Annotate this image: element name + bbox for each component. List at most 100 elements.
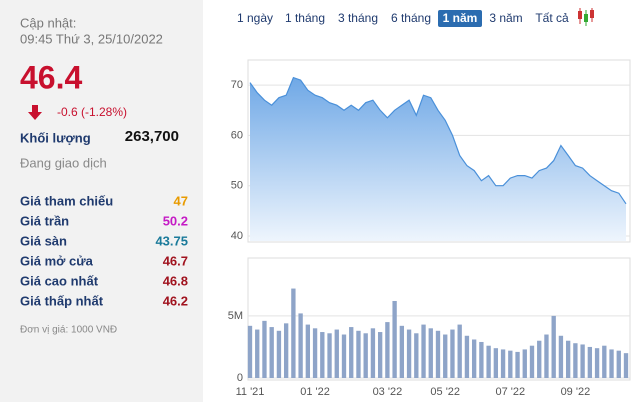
y-tick-label: 50 xyxy=(231,180,243,192)
price-frame xyxy=(247,59,631,243)
volume-bar xyxy=(537,340,542,378)
volume-bar xyxy=(623,353,629,378)
row-value: 43.75 xyxy=(155,233,188,248)
updated-time: 09:45 Thứ 3, 25/10/2022 xyxy=(20,31,163,46)
tab[interactable]: 1 ngày xyxy=(237,11,273,25)
volume-bar xyxy=(486,345,491,378)
down-arrow xyxy=(28,105,42,120)
x-tick-label: 09 '22 xyxy=(561,386,591,398)
unit-note: Đơn vị giá: 1000 VNĐ xyxy=(20,325,117,336)
volume-bar xyxy=(406,329,412,378)
volume-bar xyxy=(399,325,405,378)
y-tick-label: 5M xyxy=(228,310,243,322)
x-tick-label: 01 '22 xyxy=(300,386,330,398)
x-tick-label: 03 '22 xyxy=(373,386,403,398)
volume-bar xyxy=(349,327,354,378)
volume-bar xyxy=(262,320,267,378)
volume-bar xyxy=(529,345,535,378)
volume-bar xyxy=(269,327,274,378)
row-value: 46.2 xyxy=(163,293,188,308)
volume-bar xyxy=(457,324,462,378)
volume-bar xyxy=(580,344,585,378)
volume-bar xyxy=(500,349,506,378)
volume-bar xyxy=(385,322,390,378)
volume-bar xyxy=(283,323,289,378)
volume: 263,700 xyxy=(125,128,179,145)
price-line xyxy=(249,76,627,205)
volume-bar xyxy=(298,313,303,378)
row-label: Giá sàn xyxy=(20,233,67,248)
row-label: Giá thấp nhất xyxy=(20,293,104,308)
volume-bar xyxy=(587,346,593,378)
volume-bar xyxy=(421,324,426,378)
row-value: 46.7 xyxy=(163,253,188,268)
price: 46.4 xyxy=(20,59,82,95)
row-label: Giá cao nhất xyxy=(20,273,99,288)
volume-bar xyxy=(616,350,621,378)
volume-bar xyxy=(414,333,419,378)
volume-bar xyxy=(443,334,448,378)
tab[interactable]: Tất cả xyxy=(535,11,569,25)
tab[interactable]: 1 tháng xyxy=(285,11,325,25)
volume-bar xyxy=(255,329,260,378)
volume-label: Khối lượng xyxy=(20,130,91,145)
row-value: 46.8 xyxy=(163,273,188,288)
volume-bar xyxy=(551,315,556,378)
volume-bar xyxy=(276,330,282,378)
row-label: Giá tham chiếu xyxy=(20,193,113,208)
y-tick-label: 60 xyxy=(231,129,243,141)
volume-bar xyxy=(291,288,296,378)
tab-active-bg xyxy=(438,10,482,27)
volume-bar xyxy=(558,335,564,378)
volume-bar xyxy=(594,348,600,378)
info-panel xyxy=(0,0,203,402)
status: Đang giao dịch xyxy=(20,155,107,170)
x-tick-label: 07 '22 xyxy=(495,386,525,398)
volume-bar xyxy=(464,335,470,378)
volume-bar xyxy=(334,329,339,378)
volume-bar xyxy=(471,339,477,378)
tab[interactable]: 3 năm xyxy=(489,11,522,25)
volume-bar xyxy=(602,345,607,378)
volume-bar xyxy=(392,300,397,378)
x-tick-label: 11 '21 xyxy=(236,386,265,398)
row-label: Giá mở cửa xyxy=(20,253,94,268)
volume-bar xyxy=(363,333,368,378)
volume-bar xyxy=(493,348,499,378)
candle-icon xyxy=(578,8,594,26)
y-tick-label: 0 xyxy=(237,372,243,384)
row-value: 50.2 xyxy=(163,213,188,228)
volume-bar xyxy=(341,334,347,378)
volume-bar xyxy=(522,349,527,378)
x-tick-label: 05 '22 xyxy=(430,386,460,398)
y-tick-label: 70 xyxy=(231,79,243,91)
y-tick-label: 40 xyxy=(231,230,243,242)
volume-bar xyxy=(508,350,513,378)
tab[interactable]: 3 tháng xyxy=(338,11,378,25)
price-area xyxy=(250,77,626,241)
tab[interactable]: 6 tháng xyxy=(391,11,431,25)
volume-bar xyxy=(356,330,361,378)
volume-bar xyxy=(305,324,311,378)
volume-bar xyxy=(312,328,318,378)
volume-bar xyxy=(479,341,484,378)
row-label: Giá trần xyxy=(20,213,69,228)
volume-bar xyxy=(320,332,325,378)
volume-bar xyxy=(327,333,332,378)
volume-bar xyxy=(370,328,376,378)
row-value: 47 xyxy=(174,193,188,208)
volume-bar xyxy=(450,329,455,378)
tab[interactable]: 1 năm xyxy=(443,11,478,25)
volume-bar xyxy=(544,334,549,378)
updated-label: Cập nhật: xyxy=(20,15,76,30)
volume-bar xyxy=(565,340,571,378)
volume-bar xyxy=(515,351,520,378)
volume-bar xyxy=(435,330,441,378)
volume-bar xyxy=(247,325,253,378)
volume-frame xyxy=(247,257,631,381)
volume-bar xyxy=(609,349,614,378)
volume-bar xyxy=(377,332,383,378)
volume-bar xyxy=(573,343,578,378)
price-change: -0.6 (-1.28%) xyxy=(57,105,127,119)
